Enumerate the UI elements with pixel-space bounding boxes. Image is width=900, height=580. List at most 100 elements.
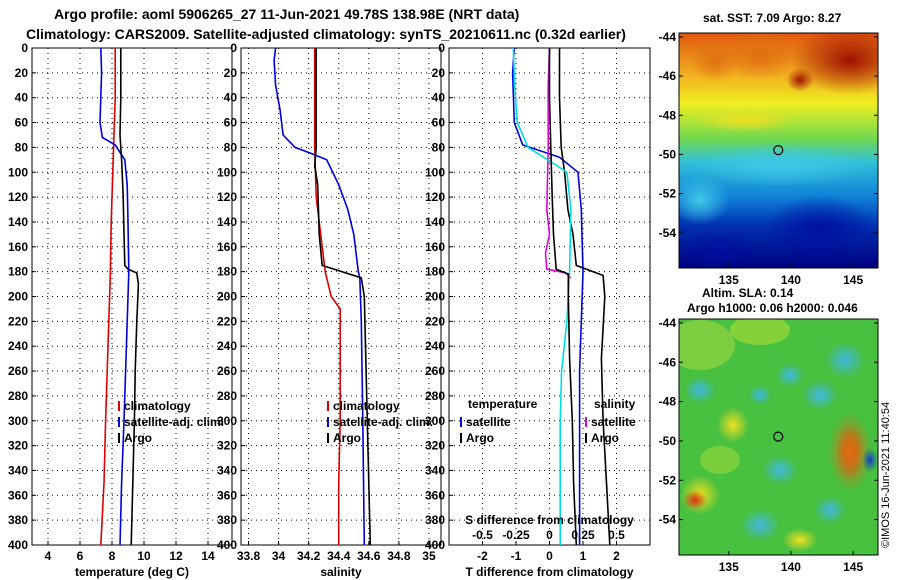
y-tick-label: 120 (8, 190, 28, 204)
series-line-climatology (313, 48, 342, 545)
y-tick-label: 360 (217, 488, 237, 502)
map-y-tick-label: -46 (659, 69, 677, 83)
secondary-x-tick-label: 0.25 (571, 528, 595, 542)
sla-map-panel: Altim. SLA: 0.14 Argo h1000: 0.06 h2000:… (659, 286, 879, 574)
sla-map-subtitle: Argo h1000: 0.06 h2000: 0.046 (687, 301, 858, 315)
legend-entry: Argo (466, 431, 494, 445)
secondary-x-tick-label: 0 (546, 528, 553, 542)
x-axis-label: T difference from climatology (465, 565, 633, 579)
y-tick-label: 100 (217, 165, 237, 179)
y-tick-label: 80 (15, 140, 29, 154)
y-tick-label: 100 (425, 165, 445, 179)
legend-salinity-title: salinity (594, 397, 636, 411)
y-tick-label: 220 (217, 314, 237, 328)
y-tick-label: 240 (425, 339, 445, 353)
x-tick-label: 14 (201, 549, 215, 563)
series-line-argo (119, 48, 140, 545)
series-line-s-satellite (512, 48, 572, 545)
map-y-tick-label: -54 (659, 513, 677, 527)
x-tick-label: 2 (613, 549, 620, 563)
y-tick-label: 240 (8, 339, 28, 353)
x-tick-label: 4 (45, 549, 52, 563)
y-tick-label: 220 (8, 314, 28, 328)
series-line-satellite-adj-clim- (273, 48, 366, 545)
salinity-panel: 0 20 40 60 80 100 120 140 160 180 200 220 240 260 280 3… (217, 41, 442, 579)
y-tick-label: 220 (425, 314, 445, 328)
map-x-tick-label: 140 (781, 273, 801, 287)
series-line-t-argo (558, 48, 611, 545)
x-tick-label: 0 (546, 549, 553, 563)
y-tick-label: 120 (217, 190, 237, 204)
figure-title-line2: Climatology: CARS2009. Satellite-adjuste… (26, 26, 626, 42)
legend-entry: climatology (333, 399, 400, 413)
y-tick-label: 0 (230, 41, 237, 55)
difference-panel: 0204060801001201401601802002202402602803… (425, 41, 651, 579)
x-tick-label: 12 (169, 549, 183, 563)
x-tick-label: 34.6 (357, 549, 381, 563)
x-tick-label: 33.8 (237, 549, 261, 563)
legend-entry: satellite-adj. clim. (333, 415, 433, 429)
sst-map-panel: sat. SST: 7.09 Argo: 8.27 -44 -46 -48 -50 -5… (659, 11, 879, 287)
map-y-tick-label: -52 (659, 187, 677, 201)
sla-map-title: Altim. SLA: 0.14 (702, 286, 794, 300)
y-tick-label: 260 (425, 364, 445, 378)
map-x-tick-label: 145 (843, 273, 863, 287)
sla-map-axes: -44 -46 -48 -50 -52 -54 135 140 145 (659, 316, 878, 574)
y-tick-label: 200 (8, 290, 28, 304)
y-tick-label: 160 (8, 240, 28, 254)
y-tick-label: 0 (438, 41, 445, 55)
y-tick-label: 280 (425, 389, 445, 403)
x-tick-label: 34 (272, 549, 286, 563)
y-tick-label: 60 (15, 116, 29, 130)
series-line-s-climatology-diff (544, 48, 572, 279)
y-tick-label: 160 (425, 240, 445, 254)
series-group (511, 48, 611, 545)
y-tick-label: 140 (8, 215, 28, 229)
y-tick-label: 380 (8, 513, 28, 527)
grid (241, 47, 441, 546)
y-tick-label: 20 (224, 66, 238, 80)
y-tick-label: 300 (217, 414, 237, 428)
temperature-panel: 0 20 40 60 80 100 120 140 160 180 200 220 240 260 280 3… (8, 41, 233, 579)
map-y-tick-label: -54 (659, 226, 677, 240)
x-tick-label: 34.4 (327, 549, 351, 563)
legend-entry: climatology (124, 399, 191, 413)
y-tick-label: 380 (217, 513, 237, 527)
map-x-tick-label: 140 (781, 560, 801, 574)
x-tick-label: 35 (422, 549, 436, 563)
series-line-t-satellite (511, 48, 584, 545)
y-tick-label: 40 (432, 91, 446, 105)
x-axis-label: temperature (deg C) (75, 565, 189, 579)
map-y-tick-label: -46 (659, 355, 677, 369)
y-tick-label: 80 (432, 140, 446, 154)
y-tick-label: 20 (432, 66, 446, 80)
y-tick-label: 0 (21, 41, 28, 55)
sla-heatmap (679, 319, 878, 555)
legend-entry: satellite-adj. clim. (124, 415, 224, 429)
x-tick-label: -1 (511, 549, 522, 563)
map-x-tick-label: 135 (719, 273, 739, 287)
x-tick-label: 6 (77, 549, 84, 563)
argo-location-marker (773, 145, 784, 156)
sst-map-title: sat. SST: 7.09 Argo: 8.27 (703, 11, 842, 25)
secondary-x-tick-label: -0.25 (502, 528, 530, 542)
map-x-tick-label: 135 (719, 560, 739, 574)
map-x-tick-label: 145 (843, 560, 863, 574)
map-y-tick-label: -52 (659, 473, 677, 487)
y-tick-label: 280 (8, 389, 28, 403)
y-tick-label: 340 (8, 463, 28, 477)
y-tick-label: 340 (217, 463, 237, 477)
x-tick-label: 10 (137, 549, 151, 563)
y-tick-label: 60 (224, 116, 238, 130)
sst-heatmap (679, 33, 878, 268)
y-tick-label: 400 (8, 538, 28, 552)
y-tick-label: 360 (425, 488, 445, 502)
map-y-tick-label: -44 (659, 316, 677, 330)
legend-temperature-title: temperature (468, 397, 538, 411)
y-tick-label: 260 (8, 364, 28, 378)
series-line-argo (313, 48, 372, 545)
legend-entry: satellite (466, 415, 511, 429)
y-tick-label: 400 (217, 538, 237, 552)
legend-entry: Argo (333, 431, 361, 445)
